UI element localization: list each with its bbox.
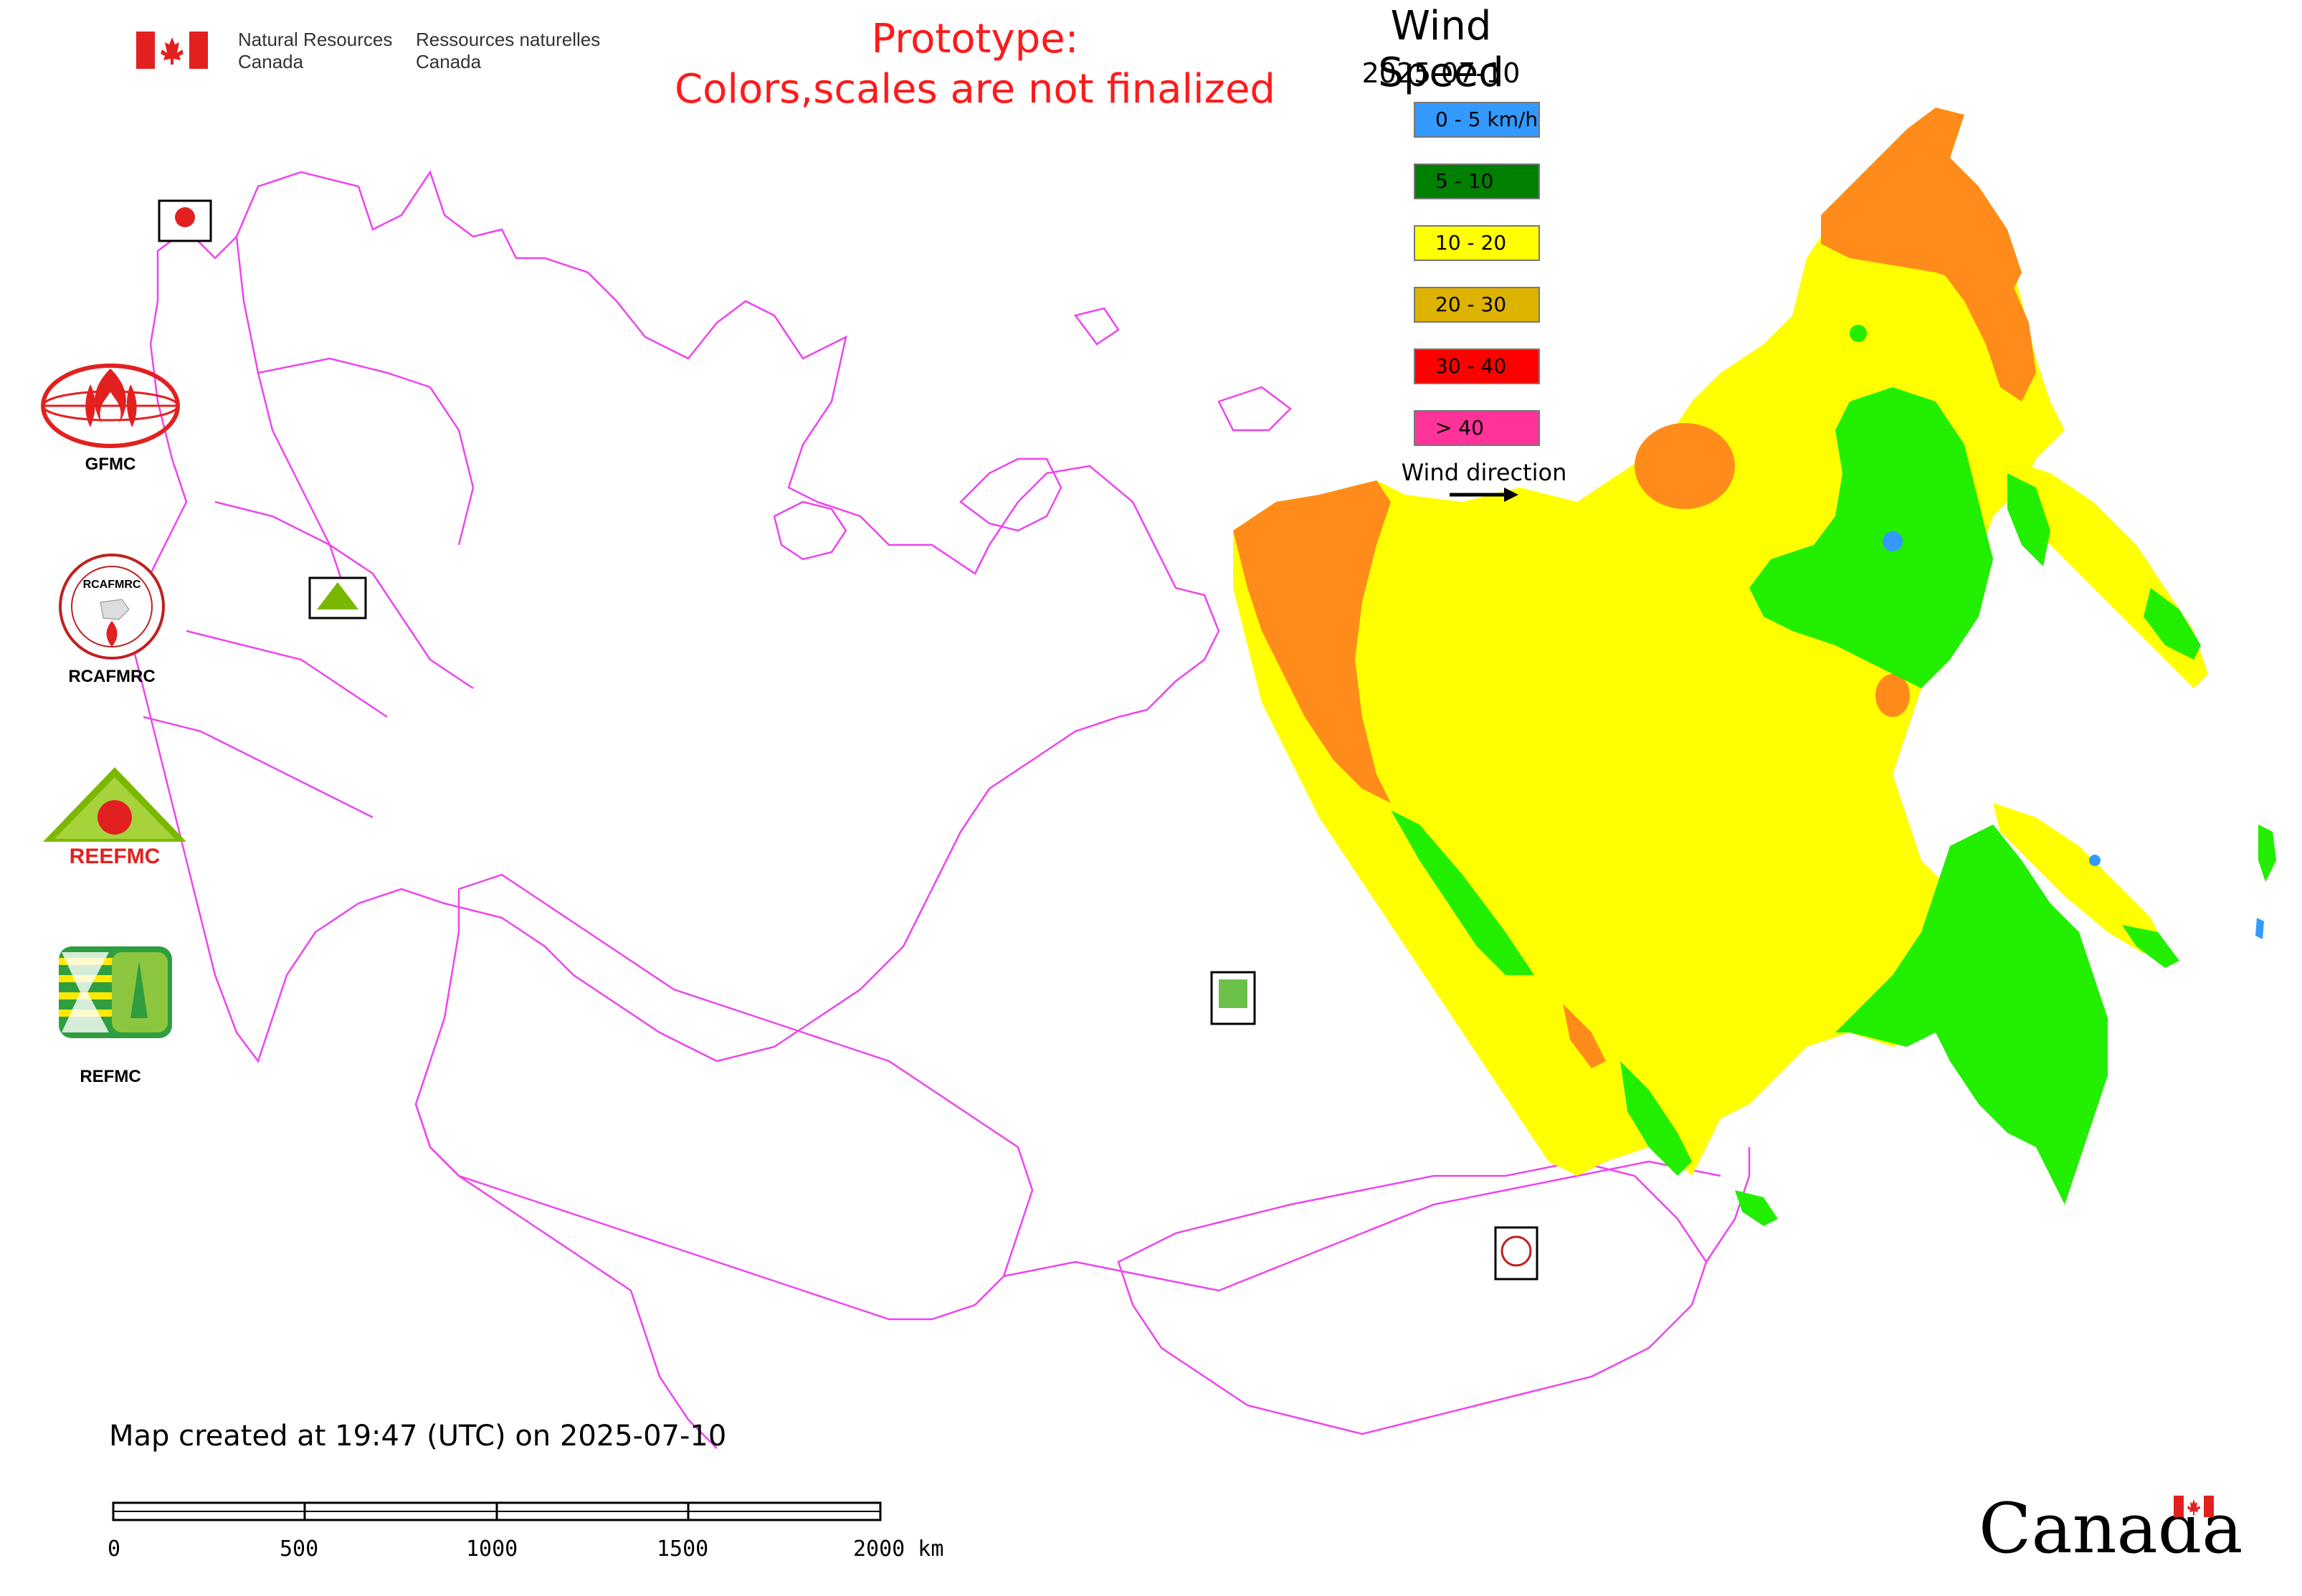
canada-flag-icon bbox=[136, 32, 208, 69]
scale-tick-0: 0 bbox=[108, 1536, 120, 1562]
prototype-line2: Colors,scales are not finalized bbox=[675, 66, 1275, 113]
refmc-label: REFMC bbox=[80, 1067, 141, 1086]
legend-title: Wind Speed bbox=[1378, 3, 1504, 96]
agency-en-line2: Canada bbox=[238, 51, 304, 72]
legend-item-0-5: 0 - 5 km/h bbox=[1414, 102, 1540, 138]
legend-item-5-10: 5 - 10 bbox=[1414, 163, 1540, 199]
gfmc-marker-flame-icon bbox=[175, 207, 195, 227]
agency-fr-line2: Canada bbox=[416, 51, 482, 72]
legend-date: 2025-07-10 bbox=[1361, 57, 1521, 89]
agency-en-line1: Natural Resources bbox=[238, 29, 393, 50]
gfmc-logo-icon bbox=[41, 364, 180, 448]
legend-item-20-30: 20 - 30 bbox=[1414, 287, 1540, 323]
prototype-line1: Prototype: bbox=[871, 16, 1079, 62]
wind-direction-label: Wind direction bbox=[1401, 459, 1567, 486]
scale-bar: 0 500 1000 1500 2000 km bbox=[108, 1501, 943, 1562]
legend-item-30-40: 30 - 40 bbox=[1414, 348, 1540, 384]
wind-zones bbox=[1233, 108, 2276, 1226]
refmc-logo-icon bbox=[59, 946, 172, 1038]
scale-tick-1500: 1500 bbox=[657, 1536, 708, 1562]
legend-item-over-40: > 40 bbox=[1414, 410, 1540, 446]
reefmc-wordmark: REEFMC bbox=[70, 845, 161, 868]
gfmc-label: GFMC bbox=[85, 455, 136, 474]
rcafmrc-logo-icon: RCAFMRC bbox=[59, 554, 165, 660]
wind-direction-arrow-icon bbox=[1450, 488, 1518, 502]
legend-item-10-20: 10 - 20 bbox=[1414, 225, 1540, 261]
reefmc-logo-icon: REEFMC bbox=[43, 767, 186, 868]
rcafmrc-seal-text: RCAFMRC bbox=[83, 579, 141, 591]
rcafmrc-label: RCAFMRC bbox=[68, 667, 156, 686]
scale-tick-2000: 2000 km bbox=[853, 1536, 943, 1562]
map-logo-markers bbox=[158, 199, 1538, 1281]
map-created-timestamp: Map created at 19:47 (UTC) on 2025-07-10 bbox=[109, 1420, 727, 1453]
reefmc-marker-icon bbox=[308, 576, 367, 619]
agency-name-en: Natural Resources Canada bbox=[238, 29, 392, 73]
scale-tick-1000: 1000 bbox=[466, 1536, 518, 1562]
prototype-notice: Prototype: Colors,scales are not finaliz… bbox=[631, 14, 1319, 115]
agency-fr-line1: Ressources naturelles bbox=[416, 29, 601, 50]
scale-tick-500: 500 bbox=[280, 1536, 318, 1562]
canada-wordmark-flag-icon bbox=[2174, 1496, 2214, 1517]
agency-name-fr: Ressources naturelles Canada bbox=[416, 29, 600, 73]
country-boundaries bbox=[128, 170, 1751, 1449]
